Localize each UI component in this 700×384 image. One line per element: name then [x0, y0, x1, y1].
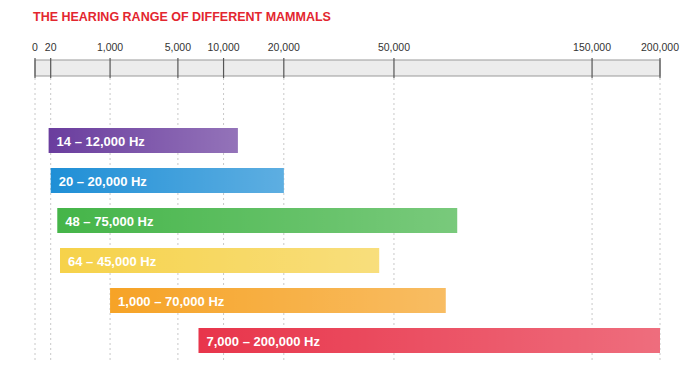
- data-label: 14 – 12,000 Hz: [57, 134, 146, 149]
- tick-label: 150,000: [573, 41, 611, 53]
- data-labels: 14 – 12,000 Hz 20 – 20,000 Hz 48 – 75,000 …: [57, 134, 321, 349]
- tick-mark: [283, 58, 284, 78]
- bar-shade: [57, 208, 457, 233]
- range-bar: [198, 328, 660, 353]
- tick-label: 0: [32, 41, 38, 53]
- data-label: 1,000 – 70,000 Hz: [118, 294, 225, 309]
- range-bar: [110, 288, 446, 313]
- tick-mark: [50, 58, 51, 78]
- data-label: 20 – 20,000 Hz: [59, 174, 148, 189]
- bar-shade: [60, 248, 379, 273]
- bar-shade: [49, 128, 238, 153]
- tick-mark: [109, 58, 110, 78]
- range-bar: [49, 128, 238, 153]
- tick-mark: [223, 58, 224, 78]
- tick-label: 50,000: [378, 41, 410, 53]
- chart: THE HEARING RANGE OF DIFFERENT MAMMALS02…: [0, 0, 700, 384]
- data-label: 48 – 75,000 Hz: [65, 214, 154, 229]
- title: THE HEARING RANGE OF DIFFERENT MAMMALS: [33, 10, 331, 24]
- axis-band: [35, 60, 660, 76]
- page: {"chart_data": { "type": "range", "title…: [0, 0, 700, 384]
- grid-line: [50, 78, 51, 360]
- tick-mark: [591, 58, 592, 78]
- tick-mark: [34, 58, 35, 78]
- data-label: 7,000 – 200,000 Hz: [206, 334, 320, 349]
- tick-mark: [393, 58, 394, 78]
- tick-label: 1,000: [97, 41, 123, 53]
- tick-label: 20,000: [268, 41, 300, 53]
- tick-label: 20: [45, 41, 57, 53]
- bar-shade: [110, 288, 446, 313]
- tick-label: 200,000: [641, 41, 679, 53]
- grid-line: [35, 78, 36, 360]
- tick-label: 10,000: [208, 41, 240, 53]
- grid-line: [592, 78, 593, 360]
- grid-line: [660, 78, 661, 360]
- bars: [49, 128, 660, 353]
- tick-mark: [177, 58, 178, 78]
- bar-shade: [198, 328, 660, 353]
- range-bar: [57, 208, 457, 233]
- tick-label: 5,000: [165, 41, 191, 53]
- range-bar: [51, 168, 284, 193]
- data-label: 64 – 45,000 Hz: [68, 254, 157, 269]
- range-bar: [60, 248, 379, 273]
- tick-mark: [659, 58, 660, 78]
- bar-shade: [51, 168, 284, 193]
